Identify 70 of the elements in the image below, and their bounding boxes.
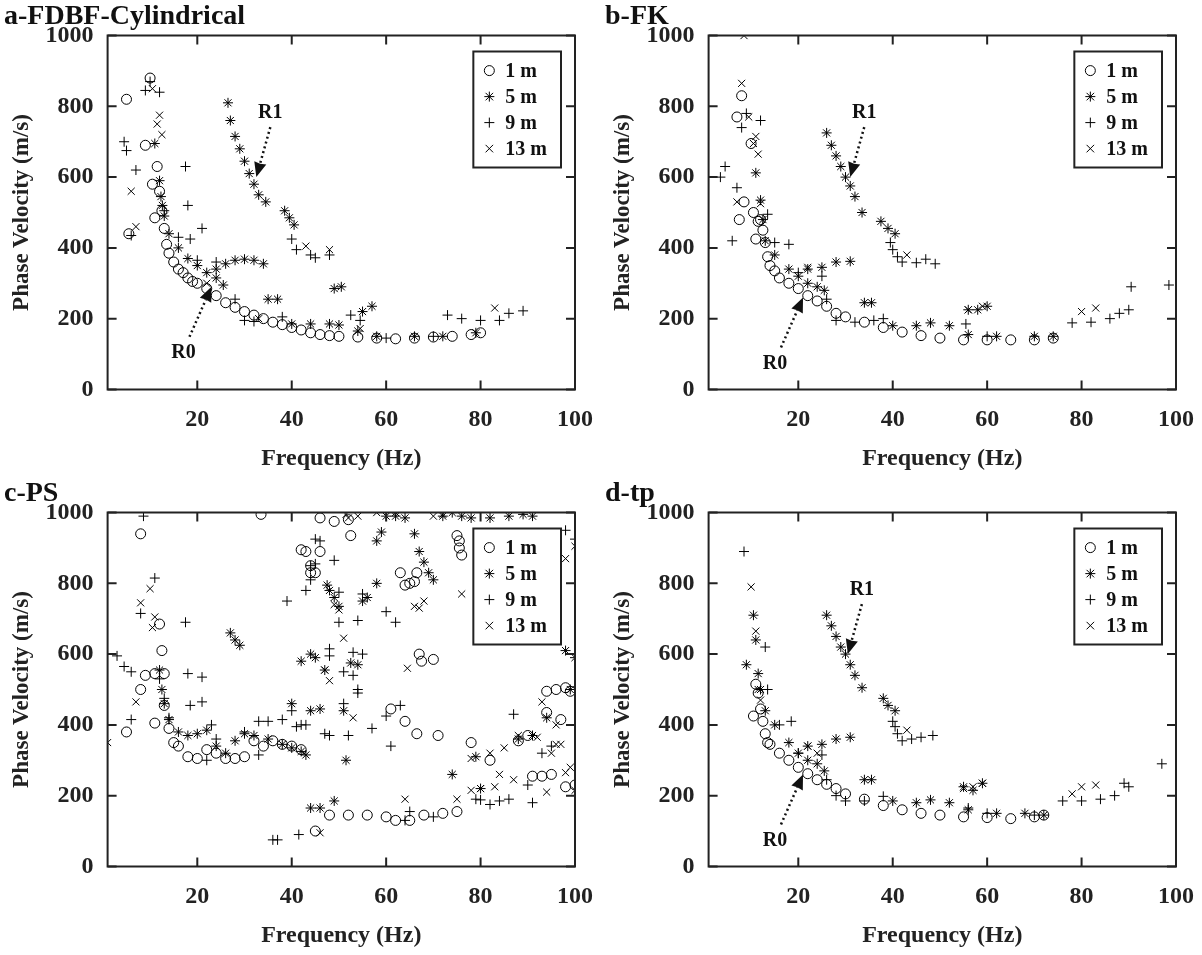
legend-label: 13 m <box>505 136 548 159</box>
y-tick-label: 600 <box>57 639 94 666</box>
x-axis-title: Frequency (Hz) <box>862 443 1023 470</box>
y-axis-title: Phase Velocity (m/s) <box>7 591 33 788</box>
x-tick-label: 80 <box>1069 882 1094 908</box>
x-tick-label: 100 <box>1158 882 1194 908</box>
y-tick-label: 0 <box>682 851 695 878</box>
x-tick-label: 60 <box>374 405 399 431</box>
x-tick-label: 20 <box>185 405 210 431</box>
legend-label: 13 m <box>1106 136 1149 159</box>
y-tick-label: 400 <box>658 233 695 260</box>
x-tick-label: 80 <box>1069 405 1094 431</box>
y-axis-title: Phase Velocity (m/s) <box>7 114 33 311</box>
y-tick-label: 400 <box>57 710 94 737</box>
y-tick-label: 800 <box>57 91 94 118</box>
legend-label: 13 m <box>1106 613 1149 636</box>
y-tick-label: 0 <box>81 374 94 401</box>
y-tick-label: 200 <box>57 780 94 807</box>
x-tick-label: 20 <box>185 882 210 908</box>
annotation: R1 <box>852 100 877 123</box>
x-tick-label: 40 <box>880 405 905 431</box>
y-tick-label: 0 <box>682 374 695 401</box>
legend-label: 1 m <box>1106 535 1139 558</box>
x-tick-label: 60 <box>975 405 1000 431</box>
legend-label: 5 m <box>1106 561 1139 584</box>
x-tick-label: 80 <box>468 405 493 431</box>
legend-label: 1 m <box>505 535 538 558</box>
x-tick-label: 20 <box>786 405 811 431</box>
x-tick-label: 100 <box>557 882 593 908</box>
legend-label: 9 m <box>505 110 538 133</box>
y-tick-label: 800 <box>57 568 94 595</box>
y-tick-label: 200 <box>658 780 695 807</box>
x-tick-label: 20 <box>786 882 811 908</box>
x-tick-label: 40 <box>279 405 304 431</box>
y-tick-label: 400 <box>658 710 695 737</box>
y-tick-label: 600 <box>658 639 695 666</box>
y-tick-label: 200 <box>57 303 94 330</box>
annotation: R0 <box>762 350 788 373</box>
x-tick-label: 60 <box>374 882 399 908</box>
legend-label: 5 m <box>505 84 538 107</box>
y-tick-label: 200 <box>658 303 695 330</box>
legend-label: 13 m <box>505 613 548 636</box>
y-axis-title: Phase Velocity (m/s) <box>608 591 634 788</box>
x-axis-title: Frequency (Hz) <box>261 443 422 470</box>
y-tick-label: 400 <box>57 233 94 260</box>
annotation: R0 <box>171 339 196 362</box>
x-tick-label: 40 <box>279 882 304 908</box>
y-tick-label: 600 <box>658 162 695 189</box>
legend-label: 9 m <box>1106 110 1139 133</box>
legend-label: 5 m <box>505 561 538 584</box>
legend-label: 9 m <box>1106 587 1139 610</box>
annotation: R0 <box>762 827 788 850</box>
y-tick-label: 800 <box>658 568 695 595</box>
y-axis-title: Phase Velocity (m/s) <box>608 114 634 311</box>
y-tick-label: 800 <box>658 91 695 118</box>
y-tick-label: 600 <box>57 162 94 189</box>
legend-label: 5 m <box>1106 84 1139 107</box>
legend-label: 1 m <box>505 58 538 81</box>
x-tick-label: 60 <box>975 882 1000 908</box>
x-tick-label: 100 <box>557 405 593 431</box>
legend-label: 1 m <box>1106 58 1139 81</box>
x-tick-label: 80 <box>468 882 493 908</box>
x-axis-title: Frequency (Hz) <box>862 920 1023 947</box>
x-tick-label: 100 <box>1158 405 1194 431</box>
annotation: R1 <box>258 100 283 123</box>
legend-label: 9 m <box>505 587 538 610</box>
x-axis-title: Frequency (Hz) <box>261 920 422 947</box>
x-tick-label: 40 <box>880 882 905 908</box>
y-tick-label: 0 <box>81 851 94 878</box>
annotation: R1 <box>849 577 875 600</box>
